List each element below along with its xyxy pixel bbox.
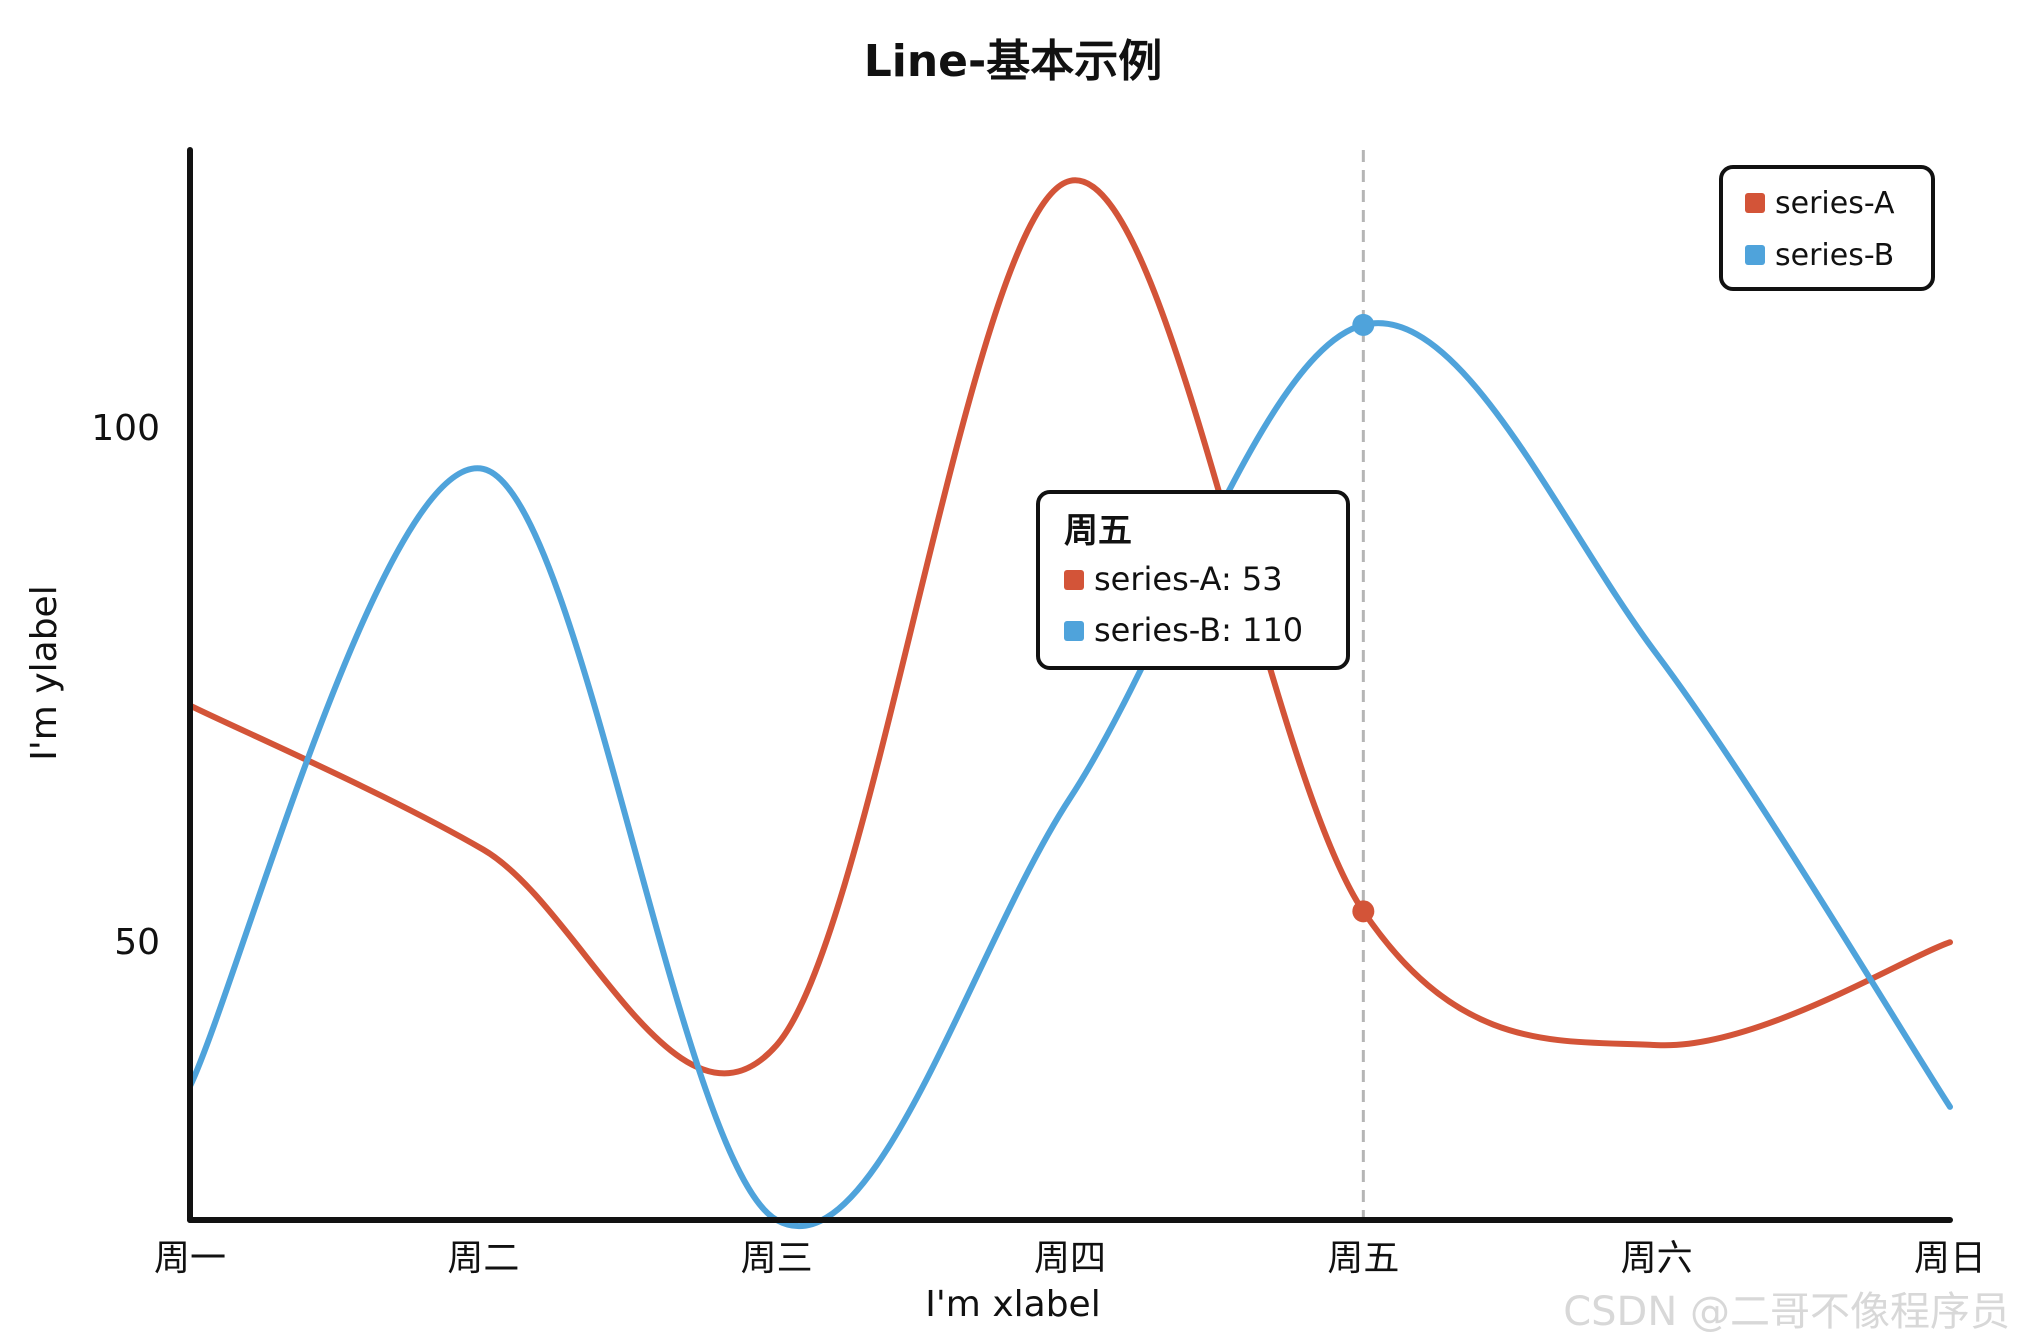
tooltip: 周五 series-A: 53 series-B: 110	[1036, 490, 1350, 670]
tooltip-title: 周五	[1064, 511, 1132, 551]
series-line-series-B	[187, 320, 1953, 1230]
x-axis-title: I'm xlabel	[925, 1284, 1100, 1325]
x-tick-label: 周三	[741, 1238, 813, 1279]
legend: series-A series-B	[1719, 165, 1935, 291]
y-tick-label: 50	[114, 922, 160, 963]
legend-label-series-A: series-A	[1775, 186, 1895, 221]
y-axis-title: I'm ylabel	[24, 585, 65, 760]
lines-layer	[187, 150, 1953, 1230]
legend-box	[1719, 165, 1935, 291]
highlight-point-series-B	[1352, 313, 1375, 336]
tooltip-series-a-value: series-A: 53	[1094, 560, 1283, 598]
x-tick-label: 周四	[1034, 1238, 1106, 1279]
tooltip-series-a-swatch	[1064, 570, 1084, 590]
x-tick-label: 周六	[1621, 1238, 1693, 1279]
legend-items: series-A series-B	[1745, 186, 1895, 273]
watermark: CSDN @二哥不像程序员	[1563, 1289, 2010, 1335]
x-tick-label: 周日	[1914, 1238, 1986, 1279]
legend-label-series-B: series-B	[1775, 238, 1894, 273]
x-tick-label: 周二	[447, 1238, 519, 1279]
legend-swatch-series-A	[1745, 193, 1765, 213]
chart-title: Line-基本示例	[864, 36, 1163, 87]
tooltip-series-b-value: series-B: 110	[1094, 611, 1303, 649]
series-line-series-A	[187, 177, 1953, 1077]
y-tick-label: 100	[91, 408, 160, 449]
highlight-point-series-A	[1352, 900, 1375, 923]
tooltip-series-b-swatch	[1064, 621, 1084, 641]
legend-swatch-series-B	[1745, 245, 1765, 265]
x-tick-label: 周一	[154, 1238, 226, 1279]
x-tick-label: 周五	[1327, 1238, 1399, 1279]
axes-layer	[187, 147, 1953, 1223]
tooltip-box	[1036, 490, 1350, 670]
